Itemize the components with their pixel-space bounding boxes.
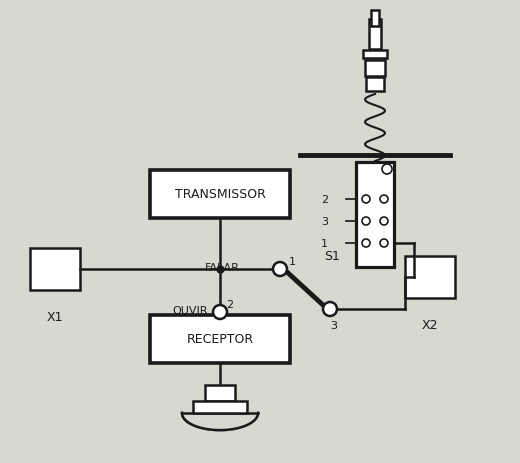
Circle shape — [382, 165, 392, 175]
Bar — [366, 78, 384, 92]
Circle shape — [213, 305, 227, 319]
Circle shape — [273, 263, 287, 276]
Bar — [365, 61, 385, 77]
Text: 2: 2 — [321, 194, 328, 205]
Bar — [30, 249, 80, 290]
Text: FALAR: FALAR — [205, 263, 240, 272]
Text: S1: S1 — [324, 249, 340, 262]
Text: RECEPTOR: RECEPTOR — [187, 333, 254, 346]
Bar — [371, 11, 379, 27]
Bar — [193, 401, 247, 413]
Bar — [405, 257, 455, 298]
Bar — [150, 171, 290, 219]
Text: OUVIR: OUVIR — [173, 305, 208, 315]
Text: TRANSMISSOR: TRANSMISSOR — [175, 188, 265, 201]
Text: 3: 3 — [331, 320, 337, 330]
Bar — [356, 162, 394, 267]
Text: 2: 2 — [226, 300, 233, 309]
Text: X2: X2 — [422, 319, 438, 332]
Text: 1: 1 — [289, 257, 295, 266]
Bar — [369, 20, 381, 50]
Circle shape — [323, 302, 337, 316]
Text: 1: 1 — [321, 238, 328, 249]
Text: X1: X1 — [47, 311, 63, 324]
Circle shape — [380, 239, 388, 247]
Circle shape — [362, 239, 370, 247]
Bar — [205, 385, 235, 401]
Circle shape — [380, 218, 388, 225]
Circle shape — [380, 195, 388, 204]
Circle shape — [362, 195, 370, 204]
Circle shape — [362, 218, 370, 225]
Bar — [150, 315, 290, 363]
Bar — [363, 51, 387, 59]
Text: 3: 3 — [321, 217, 328, 226]
